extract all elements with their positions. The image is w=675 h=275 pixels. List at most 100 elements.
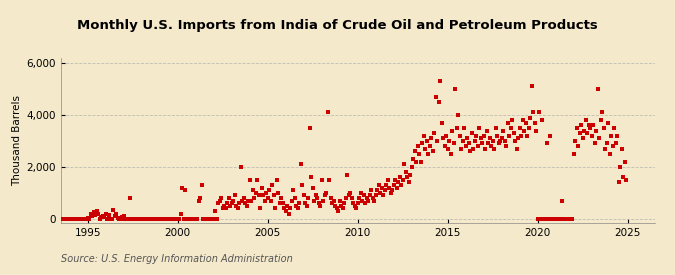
Point: [232, 206, 243, 211]
Point: [605, 133, 616, 138]
Point: [150, 217, 161, 221]
Point: [60, 217, 71, 221]
Point: [379, 188, 390, 192]
Point: [375, 191, 385, 195]
Point: [384, 185, 395, 190]
Point: [59, 217, 70, 221]
Point: [63, 217, 74, 221]
Point: [447, 128, 458, 133]
Point: [570, 139, 580, 143]
Point: [356, 191, 367, 195]
Point: [529, 120, 540, 125]
Point: [82, 215, 93, 220]
Point: [122, 217, 132, 221]
Point: [102, 217, 113, 221]
Point: [416, 141, 427, 146]
Point: [135, 217, 146, 221]
Point: [549, 217, 560, 221]
Point: [286, 199, 297, 203]
Point: [171, 217, 182, 221]
Point: [376, 185, 387, 190]
Point: [227, 199, 238, 203]
Point: [560, 217, 570, 221]
Point: [597, 110, 608, 114]
Point: [123, 217, 134, 221]
Point: [189, 217, 200, 221]
Point: [264, 188, 275, 192]
Point: [414, 152, 425, 156]
Point: [399, 162, 410, 166]
Point: [496, 136, 507, 141]
Point: [338, 206, 348, 211]
Point: [238, 196, 249, 200]
Point: [214, 199, 225, 203]
Point: [69, 217, 80, 221]
Point: [567, 217, 578, 221]
Point: [470, 133, 481, 138]
Point: [204, 217, 215, 221]
Point: [334, 199, 345, 203]
Point: [546, 217, 557, 221]
Point: [169, 217, 180, 221]
Point: [462, 136, 472, 141]
Point: [342, 172, 353, 177]
Point: [173, 217, 184, 221]
Point: [167, 217, 178, 221]
Point: [522, 133, 533, 138]
Point: [453, 113, 464, 117]
Point: [231, 204, 242, 208]
Point: [64, 217, 75, 221]
Point: [510, 139, 520, 143]
Point: [216, 196, 227, 200]
Point: [371, 193, 381, 198]
Point: [346, 196, 357, 200]
Point: [543, 217, 554, 221]
Point: [367, 196, 378, 200]
Point: [97, 214, 108, 218]
Point: [554, 217, 564, 221]
Point: [194, 199, 205, 203]
Point: [124, 196, 135, 200]
Point: [160, 217, 171, 221]
Point: [441, 133, 452, 138]
Point: [534, 110, 545, 114]
Point: [540, 217, 551, 221]
Point: [550, 217, 561, 221]
Point: [118, 213, 129, 218]
Point: [600, 147, 611, 151]
Point: [199, 217, 210, 221]
Point: [518, 118, 529, 122]
Point: [105, 217, 115, 221]
Point: [500, 139, 510, 143]
Point: [618, 175, 628, 180]
Point: [195, 196, 206, 200]
Point: [426, 136, 437, 141]
Point: [491, 126, 502, 130]
Point: [129, 217, 140, 221]
Point: [126, 217, 137, 221]
Point: [209, 217, 219, 221]
Point: [184, 217, 195, 221]
Point: [398, 178, 408, 182]
Point: [601, 141, 612, 146]
Point: [465, 149, 476, 153]
Point: [345, 191, 356, 195]
Point: [578, 128, 589, 133]
Point: [457, 139, 468, 143]
Point: [357, 199, 368, 203]
Point: [240, 201, 250, 205]
Point: [177, 185, 188, 190]
Point: [87, 214, 98, 218]
Point: [254, 206, 265, 211]
Point: [438, 136, 449, 141]
Point: [312, 196, 323, 200]
Point: [246, 199, 256, 203]
Point: [148, 217, 159, 221]
Point: [619, 160, 630, 164]
Point: [378, 193, 389, 198]
Point: [514, 126, 525, 130]
Point: [217, 206, 228, 211]
Point: [468, 147, 479, 151]
Point: [219, 204, 230, 208]
Point: [329, 199, 340, 203]
